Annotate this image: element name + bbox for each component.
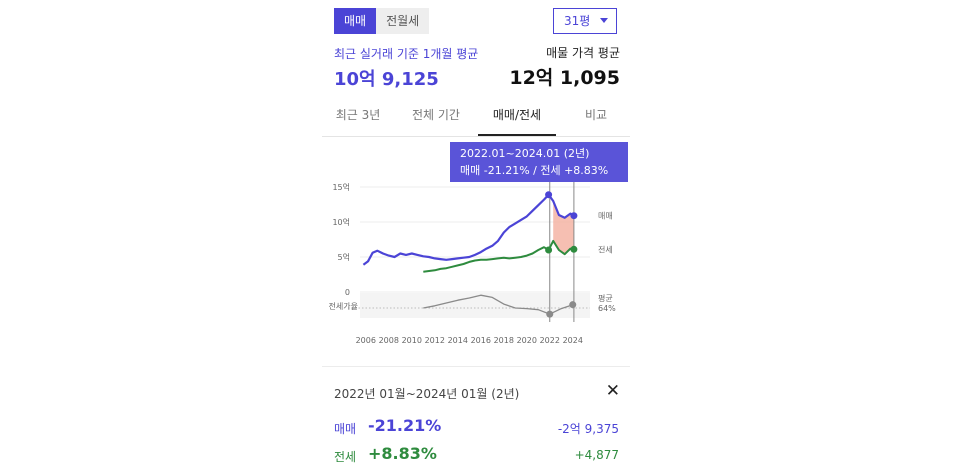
ratio-end-point [569, 301, 577, 309]
listing-avg-value: 12억 1,095 [509, 67, 620, 89]
series-line-rent [423, 239, 575, 273]
tab-sale-rent[interactable]: 매매/전세 [478, 100, 556, 136]
rent-end-label: 전세 [598, 244, 613, 254]
rent-end-point [570, 245, 578, 253]
tooltip-range: 2022.01~2024.01 (2년) [460, 147, 590, 160]
series-line-sale [362, 193, 575, 266]
rent-toggle-button[interactable]: 전월세 [386, 14, 420, 28]
sale-toggle-button[interactable]: 매매 [334, 8, 377, 34]
recent-avg-value: 10억 9,125 [334, 69, 439, 90]
detail-rent-label: 전세 [334, 450, 357, 464]
x-tick-label: 2012 [425, 336, 445, 345]
detail-rent-row: 전세 +8.83% +4,877 [334, 444, 619, 467]
sale-start-point [545, 191, 553, 199]
sale-end-label: 매매 [598, 212, 613, 221]
x-tick-label: 2024 [563, 336, 583, 345]
size-select[interactable]: 31평 [553, 8, 617, 34]
x-tick-label: 2020 [517, 336, 537, 345]
x-tick-label: 2006 [356, 336, 376, 345]
close-icon[interactable]: ✕ [605, 381, 620, 401]
tab-all-period[interactable]: 전체 기간 [412, 108, 460, 122]
ratio-end-label-top: 평균 [598, 293, 613, 303]
x-tick-label: 2014 [448, 336, 468, 345]
x-tick-label: 2022 [540, 336, 560, 345]
divider [322, 366, 630, 367]
sale-end-point [570, 212, 578, 220]
y-tick-label: 5억 [338, 252, 350, 262]
size-select-value: 31평 [564, 14, 591, 28]
recent-avg-label: 최근 실거래 기준 1개월 평균 [334, 47, 479, 61]
x-tick-label: 2010 [402, 336, 422, 345]
tab-recent-3y[interactable]: 최근 3년 [335, 108, 381, 122]
caret-down-icon [600, 18, 608, 23]
x-tick-label: 2018 [494, 336, 514, 345]
y-tick-label: 15억 [332, 182, 350, 192]
x-tick-label: 2008 [379, 336, 399, 345]
period-tabs: 최근 3년 전체 기간 매매/전세 비교 [322, 100, 630, 137]
y-tick-label: 10억 [332, 217, 350, 227]
detail-rent-pct: +8.83% [368, 444, 437, 463]
trade-type-toggle: 매매 전월세 [334, 8, 430, 34]
tab-compare[interactable]: 비교 [584, 108, 608, 122]
range-tooltip: 2022.01~2024.01 (2년) 매매 -21.21% / 전세 +8.… [450, 142, 628, 182]
listing-avg-label: 매물 가격 평균 [546, 46, 620, 60]
y-tick-label: 0 [345, 288, 350, 297]
detail-rent-amount: +4,877 [574, 448, 619, 462]
detail-sale-amount: -2억 9,375 [557, 422, 619, 436]
price-panel: 매매 전월세 31평 최근 실거래 기준 1개월 평균 10억 9,125 매물… [322, 0, 630, 471]
detail-range: 2022년 01월~2024년 01월 (2년) [334, 387, 520, 401]
x-tick-label: 2016 [471, 336, 491, 345]
detail-sale-label: 매매 [334, 422, 357, 436]
ratio-start-point [546, 310, 554, 318]
ratio-axis-label: 전세가율 [329, 301, 358, 311]
tooltip-text: 매매 -21.21% / 전세 +8.83% [460, 164, 609, 177]
rent-start-point [545, 246, 553, 254]
ratio-end-label-bottom: 64% [598, 304, 616, 313]
detail-sale-pct: -21.21% [368, 416, 442, 435]
detail-sale-row: 매매 -21.21% -2억 9,375 [334, 416, 619, 439]
